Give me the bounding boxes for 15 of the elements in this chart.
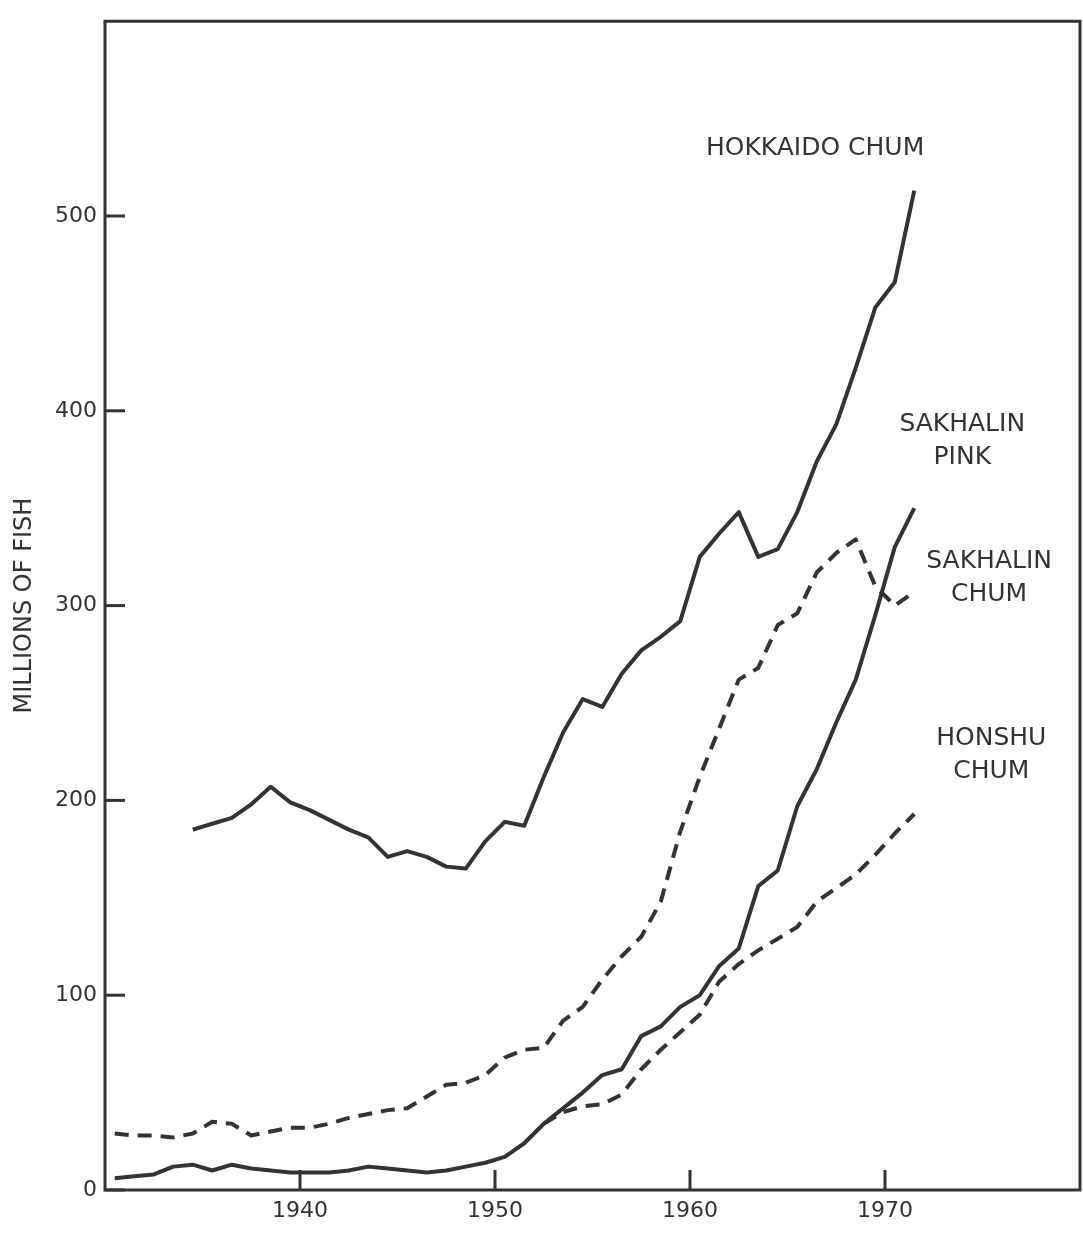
series-label: HOKKAIDO CHUM: [705, 131, 925, 161]
x-tick-label: 1970: [857, 1196, 913, 1222]
x-tick-label: 1950: [467, 1196, 523, 1222]
series-label: SAKHALIN PINK: [899, 408, 1026, 471]
y-axis-title: MILLIONS OF FISH: [8, 497, 37, 714]
x-tick-label: 1940: [272, 1196, 328, 1222]
y-tick-label: 0: [83, 1175, 97, 1201]
y-tick-label: 200: [55, 786, 97, 812]
x-tick-label: 1960: [662, 1196, 718, 1222]
y-tick-label: 500: [55, 201, 97, 227]
series-label: HONSHU CHUM: [936, 722, 1047, 785]
series-label: SAKHALIN CHUM: [926, 544, 1052, 607]
y-tick-label: 100: [55, 980, 97, 1006]
y-tick-label: 300: [55, 591, 97, 617]
y-tick-label: 400: [55, 396, 97, 422]
